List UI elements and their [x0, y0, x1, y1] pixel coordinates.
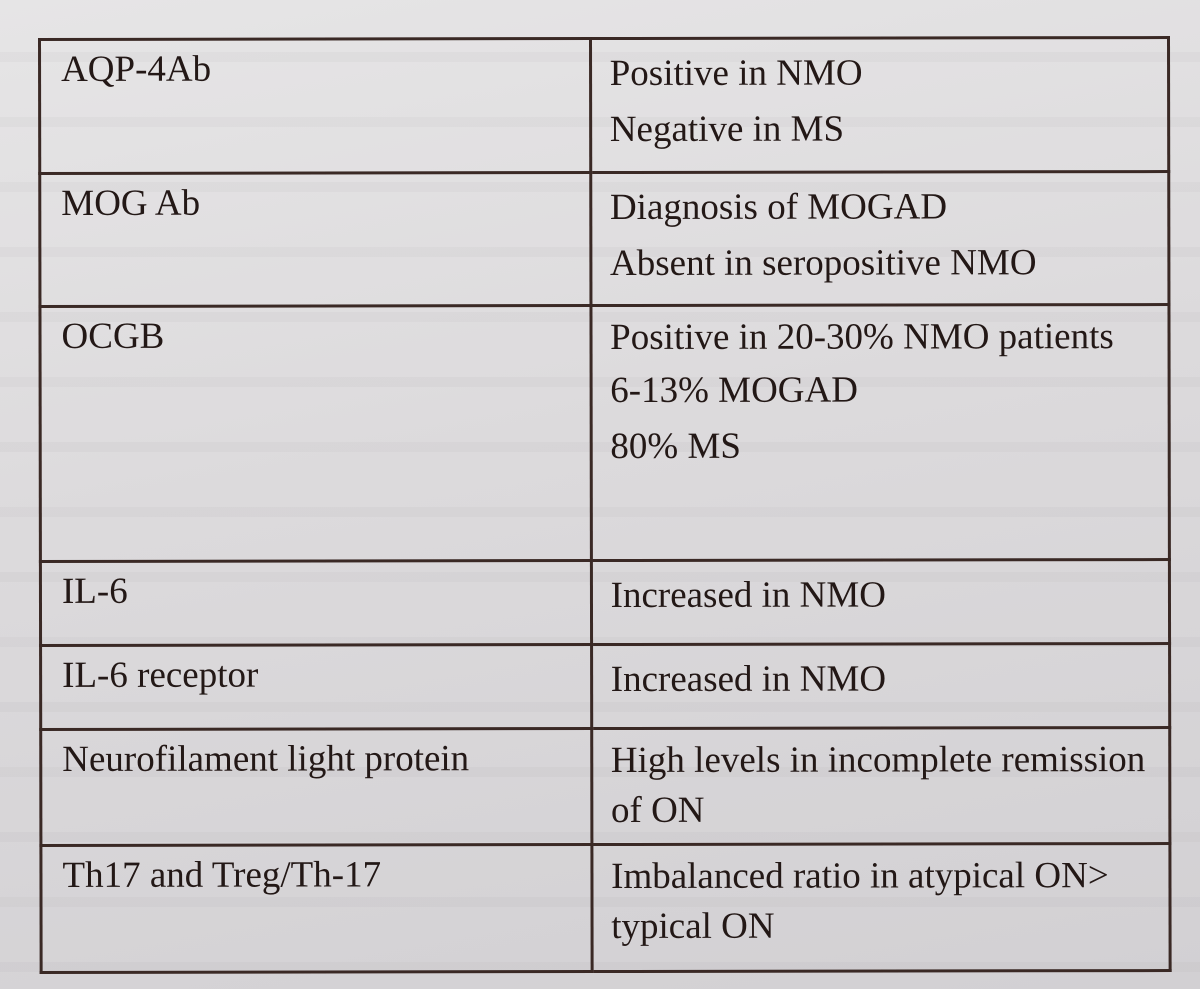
finding-line: Diagnosis of MOGAD: [609, 186, 948, 229]
finding-line: 6-13% MOGAD: [610, 369, 858, 412]
table-row: MOG Ab Diagnosis of MOGAD Absent in sero…: [39, 171, 1169, 307]
finding-line: Positive in NMO: [609, 52, 863, 95]
finding-cell: High levels in incomplete remission of O…: [591, 727, 1170, 845]
finding-cell: Positive in NMO Negative in MS: [590, 37, 1169, 173]
finding-line: Negative in MS: [609, 108, 845, 151]
table-row: OCGB Positive in 20-30% NMO patients 6-1…: [39, 304, 1170, 562]
marker-cell: Neurofilament light protein: [40, 728, 592, 846]
marker-cell: IL-6 receptor: [40, 644, 592, 730]
finding-cell: Diagnosis of MOGAD Absent in seropositiv…: [590, 171, 1169, 306]
table-row: AQP-4Ab Positive in NMO Negative in MS: [39, 37, 1169, 174]
table-row: IL-6 receptor Increased in NMO: [40, 643, 1170, 730]
finding-line: Increased in NMO: [610, 574, 887, 617]
table-row: IL-6 Increased in NMO: [40, 559, 1170, 646]
finding-line: Imbalanced ratio in atypical ON> typical…: [611, 855, 1109, 948]
biomarker-table: AQP-4Ab Positive in NMO Negative in MS M…: [38, 36, 1172, 974]
marker-cell: Th17 and Treg/Th-17: [40, 844, 592, 973]
marker-cell: IL-6: [40, 560, 592, 646]
finding-cell: Increased in NMO: [591, 643, 1170, 729]
table-row: Neurofilament light protein High levels …: [40, 727, 1170, 846]
finding-line: Absent in seropositive NMO: [609, 242, 1037, 285]
finding-line: Positive in 20-30% NMO patients: [610, 316, 1114, 359]
finding-line: Increased in NMO: [610, 658, 887, 701]
finding-cell: Imbalanced ratio in atypical ON> typical…: [591, 843, 1171, 972]
finding-cell: Positive in 20-30% NMO patients 6-13% MO…: [590, 304, 1170, 561]
marker-cell: MOG Ab: [39, 172, 591, 307]
marker-cell: AQP-4Ab: [39, 38, 591, 174]
finding-line: 80% MS: [610, 425, 741, 468]
finding-cell: Increased in NMO: [591, 559, 1170, 645]
marker-cell: OCGB: [39, 305, 592, 562]
table-row: Th17 and Treg/Th-17 Imbalanced ratio in …: [40, 843, 1171, 973]
finding-line: High levels in incomplete remission of O…: [610, 739, 1146, 832]
